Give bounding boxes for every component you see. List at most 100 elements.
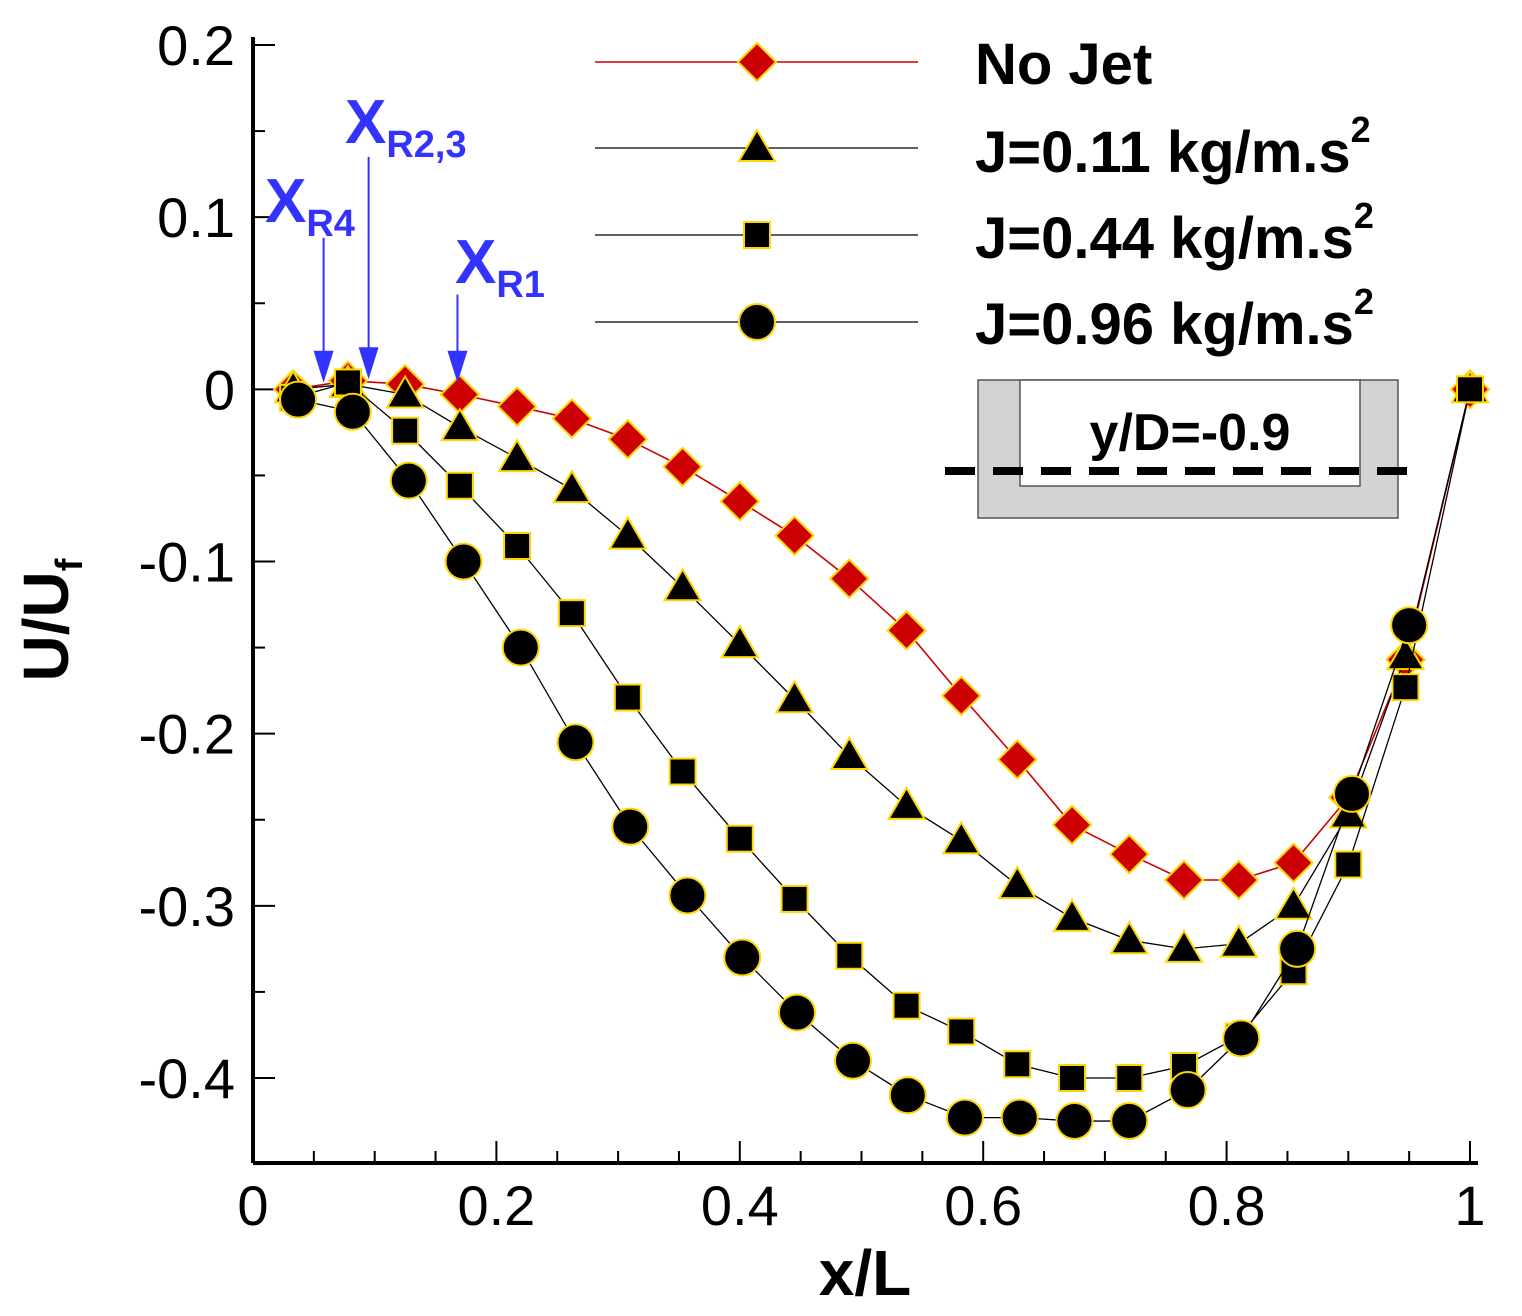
data-point-diamond bbox=[607, 418, 649, 460]
x-axis-title: x/L bbox=[819, 1237, 911, 1309]
y-axis-title: U/Uf bbox=[10, 558, 91, 681]
svg-text:J=0.11 kg/m.s2: J=0.11 kg/m.s2 bbox=[975, 109, 1371, 185]
y-axis-title-sub: f bbox=[49, 558, 91, 571]
annotation-label: XR4 bbox=[265, 167, 355, 245]
data-point-triangle bbox=[1273, 885, 1314, 920]
y-tick-label: 0.1 bbox=[157, 186, 235, 249]
data-point-diamond bbox=[774, 515, 815, 557]
svg-text:U/Uf: U/Uf bbox=[10, 558, 91, 681]
legend-symbol-triangle bbox=[737, 128, 777, 162]
y-tick-label: 0.2 bbox=[157, 14, 235, 77]
data-point-triangle bbox=[662, 567, 703, 602]
data-point-circle bbox=[1168, 1071, 1207, 1110]
x-tick-label: 0.6 bbox=[944, 1174, 1022, 1237]
data-point-diamond bbox=[662, 446, 704, 488]
legend-entry-2: J=0.44 kg/m.s2 bbox=[595, 195, 1374, 271]
data-point-circle bbox=[501, 628, 540, 667]
tick-labels: 0 0.2 0.4 0.6 0.8 1 0.2 0.1 0 -0.1 -0.2 -0.3 -0.4 bbox=[139, 14, 1486, 1237]
legend-entry-1: J=0.11 kg/m.s2 bbox=[595, 109, 1371, 185]
data-point-diamond bbox=[496, 386, 538, 427]
x-tick-label: 0.8 bbox=[1188, 1174, 1266, 1237]
legend-label-2: J=0.44 kg/m.s bbox=[975, 206, 1354, 271]
data-point-square bbox=[503, 532, 532, 561]
data-point-circle bbox=[1055, 1102, 1094, 1141]
data-point-triangle bbox=[1219, 923, 1259, 958]
y-tick-label: -0.1 bbox=[139, 531, 236, 594]
legend-label-0: No Jet bbox=[975, 32, 1152, 97]
legend-label-1: J=0.11 kg/m.s bbox=[975, 120, 1351, 185]
annotation-arrow-head bbox=[447, 350, 468, 383]
data-point-circle bbox=[279, 380, 318, 419]
data-point-diamond bbox=[1218, 859, 1260, 901]
y-tick-label: -0.2 bbox=[139, 703, 236, 766]
data-point-square bbox=[333, 368, 362, 397]
inset-schematic: y/D=-0.9 bbox=[945, 379, 1425, 519]
series-layer bbox=[272, 360, 1491, 1141]
data-point-square bbox=[445, 471, 474, 500]
legend-label-3: J=0.96 kg/m.s bbox=[975, 292, 1354, 357]
data-point-square bbox=[1003, 1050, 1032, 1079]
annotation-arrow-head bbox=[358, 347, 379, 380]
data-point-circle bbox=[1222, 1019, 1261, 1058]
data-point-square bbox=[835, 941, 864, 970]
data-point-circle bbox=[611, 807, 650, 846]
svg-text:J=0.44 kg/m.s2: J=0.44 kg/m.s2 bbox=[975, 195, 1374, 271]
y-tick-label: 0 bbox=[204, 358, 235, 421]
data-point-triangle bbox=[997, 865, 1038, 900]
data-point-triangle bbox=[1164, 928, 1204, 963]
legend-entry-3: J=0.96 kg/m.s2 bbox=[595, 281, 1374, 357]
data-point-square bbox=[391, 416, 420, 445]
series-line-2 bbox=[292, 381, 1471, 1079]
y-tick-label: -0.3 bbox=[139, 875, 236, 938]
series-3 bbox=[279, 380, 1429, 1141]
data-point-circle bbox=[1278, 929, 1317, 968]
series-line-0 bbox=[293, 379, 1471, 881]
annotation-arrow-head bbox=[313, 350, 334, 383]
legend-marker-square bbox=[743, 221, 771, 249]
data-point-circle bbox=[1332, 774, 1371, 813]
svg-text:No Jet: No Jet bbox=[975, 32, 1152, 97]
data-point-triangle bbox=[552, 469, 592, 504]
data-point-square bbox=[1391, 673, 1420, 702]
data-point-circle bbox=[1110, 1102, 1149, 1141]
axes bbox=[251, 37, 1478, 1166]
annotation-XR4: XR4 bbox=[265, 167, 355, 383]
data-point-circle bbox=[945, 1098, 984, 1137]
annotation-label: XR2,3 bbox=[345, 88, 467, 166]
data-point-diamond bbox=[940, 675, 982, 717]
data-point-triangle bbox=[1052, 897, 1092, 932]
svg-text:J=0.96 kg/m.s2: J=0.96 kg/m.s2 bbox=[975, 281, 1374, 357]
legend-symbol-diamond bbox=[736, 41, 778, 83]
data-point-circle bbox=[333, 392, 372, 431]
data-point-square bbox=[1058, 1064, 1087, 1092]
legend-symbol-square bbox=[743, 221, 771, 249]
inset-label: y/D=-0.9 bbox=[1090, 404, 1291, 462]
x-tick-label: 0 bbox=[237, 1174, 268, 1237]
data-point-triangle bbox=[886, 785, 927, 820]
data-point-diamond bbox=[1051, 804, 1093, 846]
data-point-triangle bbox=[497, 438, 537, 473]
x-tick-label: 1 bbox=[1454, 1174, 1485, 1237]
data-point-diamond bbox=[828, 558, 870, 600]
y-tick-label: -0.4 bbox=[139, 1047, 236, 1110]
data-point-diamond bbox=[1108, 833, 1150, 875]
legend-label-1-sup: 2 bbox=[1351, 109, 1371, 150]
legend-label-2-sup: 2 bbox=[1354, 195, 1374, 236]
data-point-circle bbox=[444, 542, 483, 581]
data-point-triangle bbox=[941, 820, 982, 855]
data-point-circle bbox=[668, 876, 707, 915]
data-point-square bbox=[668, 757, 697, 786]
data-point-diamond bbox=[1163, 859, 1205, 901]
data-point-square bbox=[1456, 375, 1484, 404]
data-point-circle bbox=[1390, 606, 1429, 645]
legend-symbol-circle bbox=[738, 303, 776, 341]
legend-marker-triangle bbox=[737, 128, 777, 162]
legend-label-3-sup: 2 bbox=[1354, 281, 1374, 322]
data-point-circle bbox=[389, 461, 428, 500]
data-point-triangle bbox=[829, 736, 870, 771]
data-point-circle bbox=[723, 938, 762, 977]
data-point-circle bbox=[777, 993, 816, 1032]
data-point-square bbox=[613, 683, 642, 712]
